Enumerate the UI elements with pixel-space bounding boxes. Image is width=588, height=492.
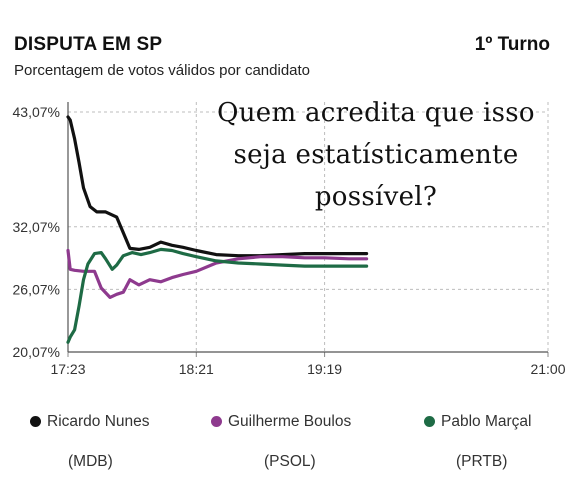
legend-label: Guilherme Boulos (228, 413, 352, 430)
legend-item-pablo-marcal[interactable]: Pablo Marçal (424, 413, 531, 431)
party-label-prtb: (PRTB) (456, 453, 508, 470)
legend-item-guilherme-boulos[interactable]: Guilherme Boulos (211, 413, 351, 431)
party-label-mdb: (MDB) (68, 453, 113, 470)
legend-label: Ricardo Nunes (47, 413, 150, 430)
y-tick-label: 43,07% (13, 104, 60, 120)
legend-label: Pablo Marçal (441, 413, 532, 430)
y-tick-label: 26,07% (13, 281, 60, 297)
caption-line-2: seja estatísticamente (233, 140, 519, 170)
series-line-pablo-mar-al (66, 247, 369, 344)
caption-line-1: Quem acredita que isso (217, 98, 535, 128)
series-line-guilherme-boulos (66, 248, 369, 299)
round-label: 1º Turno (474, 34, 550, 55)
series-line-ricardo-nunes (66, 115, 369, 258)
legend-dot-icon (30, 416, 41, 427)
x-tick-label: 19:19 (307, 361, 342, 377)
chart-subtitle: Porcentagem de votos válidos por candida… (14, 62, 311, 79)
x-tick-label: 21:00 (530, 361, 565, 377)
y-tick-label: 20,07% (13, 344, 60, 360)
party-label-psol: (PSOL) (264, 453, 316, 470)
chart-title: DISPUTA EM SP (14, 34, 163, 55)
caption-line-3: possível? (314, 182, 438, 212)
x-tick-label: 18:21 (179, 361, 214, 377)
legend-dot-icon (424, 416, 435, 427)
x-tick-label: 17:23 (50, 361, 85, 377)
line-chart: 43,07% 32,07% 26,07% 20,07%17:23 18:21 19:19 2… (13, 102, 566, 377)
y-tick-label: 32,07% (13, 219, 60, 235)
legend-dot-icon (211, 416, 222, 427)
overlay-caption: Quem acredita que isso seja estatísticam… (190, 92, 562, 218)
legend-item-ricardo-nunes[interactable]: Ricardo Nunes (30, 413, 150, 431)
